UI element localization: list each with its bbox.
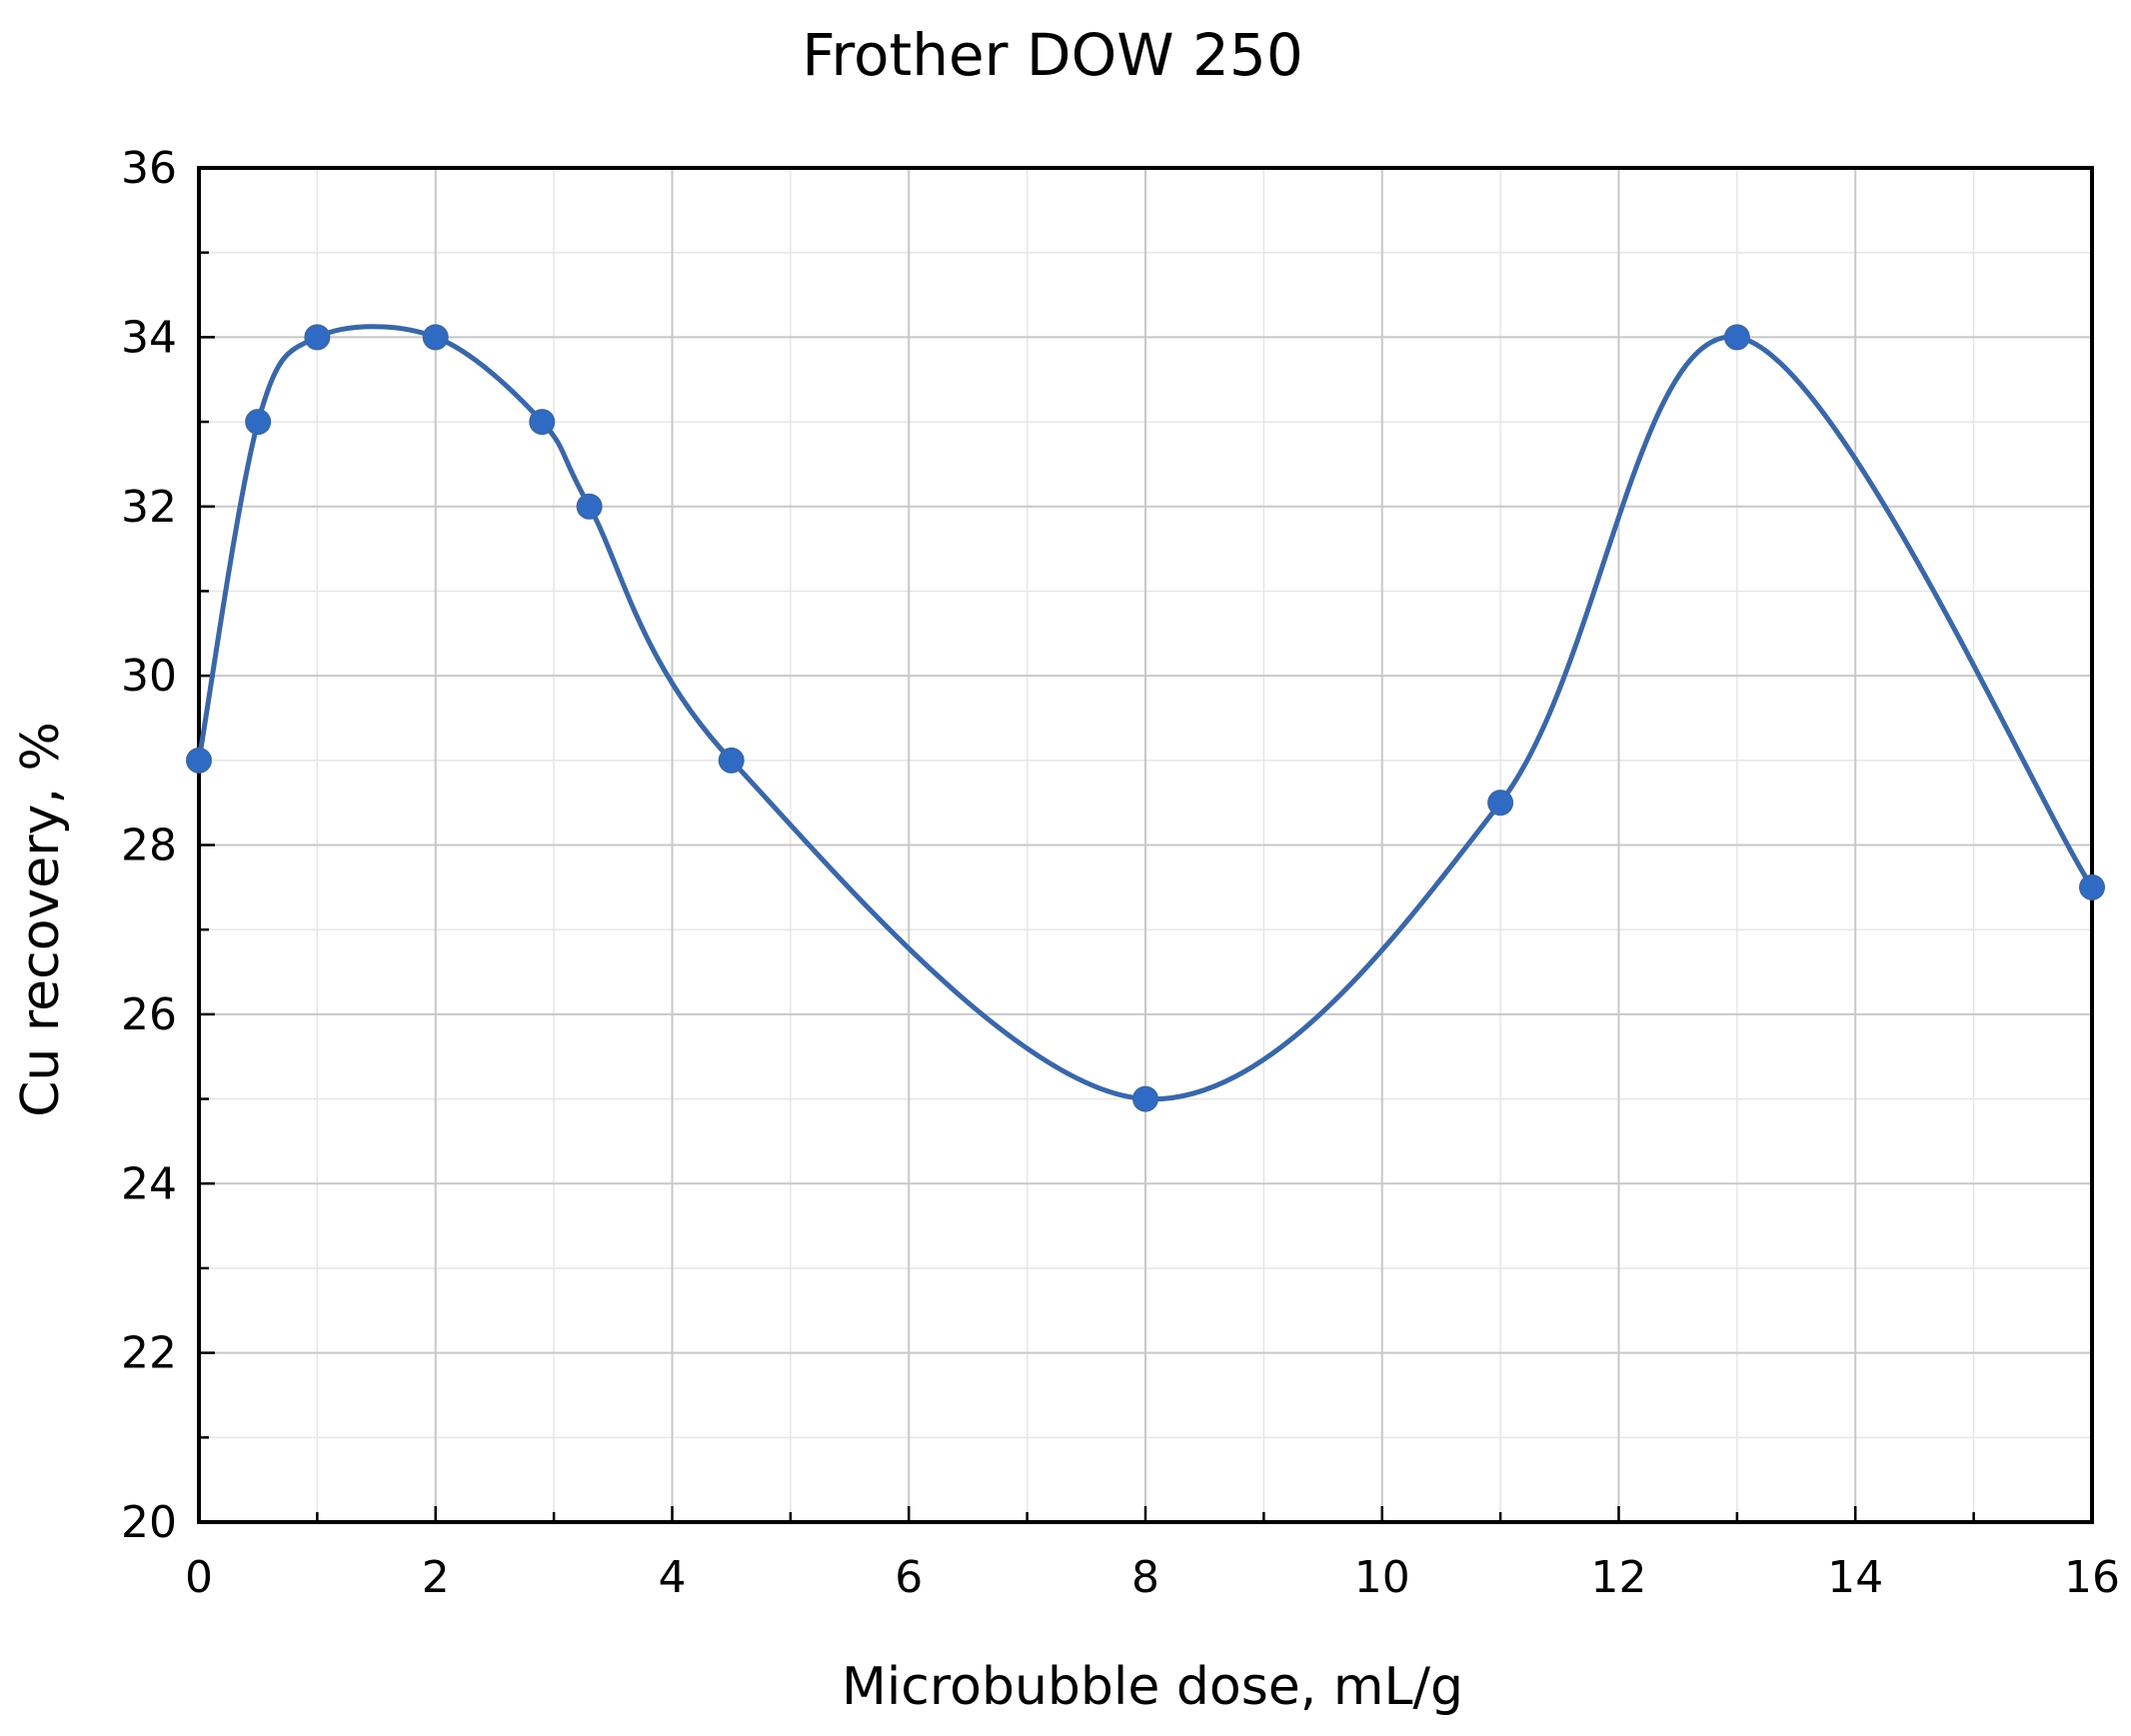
x-axis-label: Microbubble dose, mL/g (842, 1657, 1463, 1717)
data-point (304, 324, 331, 351)
x-tick-label: 8 (1131, 1552, 1159, 1603)
y-tick-label: 28 (121, 821, 177, 871)
data-point (186, 747, 212, 774)
data-point (1723, 324, 1750, 351)
axis-ticks (197, 166, 2094, 1524)
data-point (1487, 790, 1514, 817)
chart-title: Frother DOW 250 (802, 21, 1302, 89)
y-tick-labels: 20 22 24 26 28 30 32 34 36 (121, 143, 177, 1548)
x-tick-label: 16 (2064, 1552, 2120, 1603)
x-tick-label: 2 (422, 1552, 450, 1603)
x-tick-labels: 0 2 4 6 8 10 12 14 16 (185, 1552, 2120, 1603)
x-tick-label: 6 (895, 1552, 923, 1603)
y-tick-label: 30 (121, 651, 177, 702)
x-tick-label: 4 (659, 1552, 687, 1603)
data-point (2079, 873, 2105, 900)
x-tick-label: 14 (1827, 1552, 1883, 1603)
data-point (576, 493, 603, 520)
data-point (718, 747, 745, 774)
data-point (422, 324, 449, 351)
x-tick-label: 12 (1591, 1552, 1647, 1603)
y-tick-label: 24 (121, 1158, 177, 1209)
y-tick-label: 22 (121, 1328, 177, 1379)
x-tick-label: 0 (185, 1552, 213, 1603)
major-gridlines (198, 167, 2093, 1523)
data-point (1132, 1085, 1158, 1112)
y-tick-label: 36 (121, 143, 177, 194)
data-point (245, 409, 272, 436)
y-tick-label: 26 (121, 989, 177, 1040)
data-point (529, 409, 556, 436)
y-tick-label: 34 (121, 312, 177, 363)
y-tick-label: 20 (121, 1497, 177, 1548)
y-axis-label: Cu recovery, % (11, 722, 71, 1117)
y-tick-label: 32 (121, 482, 177, 533)
x-tick-label: 10 (1354, 1552, 1410, 1603)
series-layer (186, 324, 2105, 1112)
